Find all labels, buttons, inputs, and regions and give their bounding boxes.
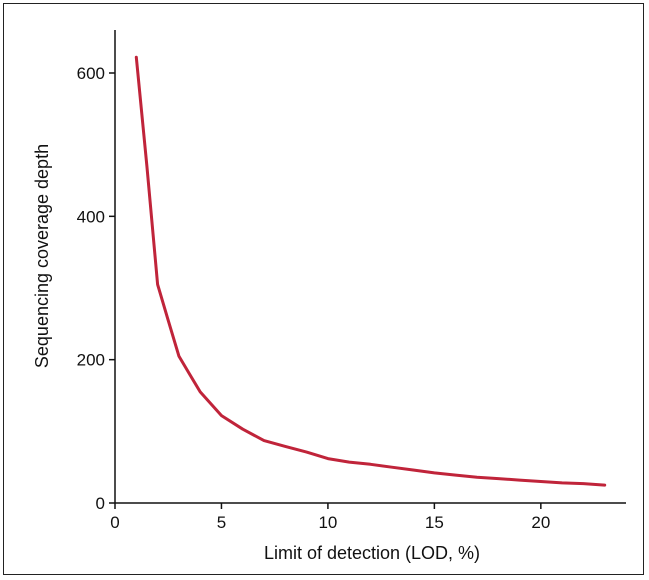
axes [114, 30, 626, 504]
x-tick-label: 10 [318, 513, 337, 532]
x-tick-label: 5 [217, 513, 226, 532]
series-layer [134, 55, 607, 487]
x-tick-label: 0 [110, 513, 119, 532]
x-axis-title: Limit of detection (LOD, %) [264, 543, 480, 563]
x-tick-label: 15 [425, 513, 444, 532]
chart-frame [3, 3, 644, 575]
series-line-0 [134, 55, 607, 487]
y-tick-label: 600 [77, 64, 105, 83]
x-tick-label: 20 [531, 513, 550, 532]
y-tick-label: 400 [77, 207, 105, 226]
y-tick-label: 200 [77, 351, 105, 370]
y-tick-label: 0 [96, 494, 105, 513]
y-axis-title: Sequencing coverage depth [32, 144, 52, 368]
